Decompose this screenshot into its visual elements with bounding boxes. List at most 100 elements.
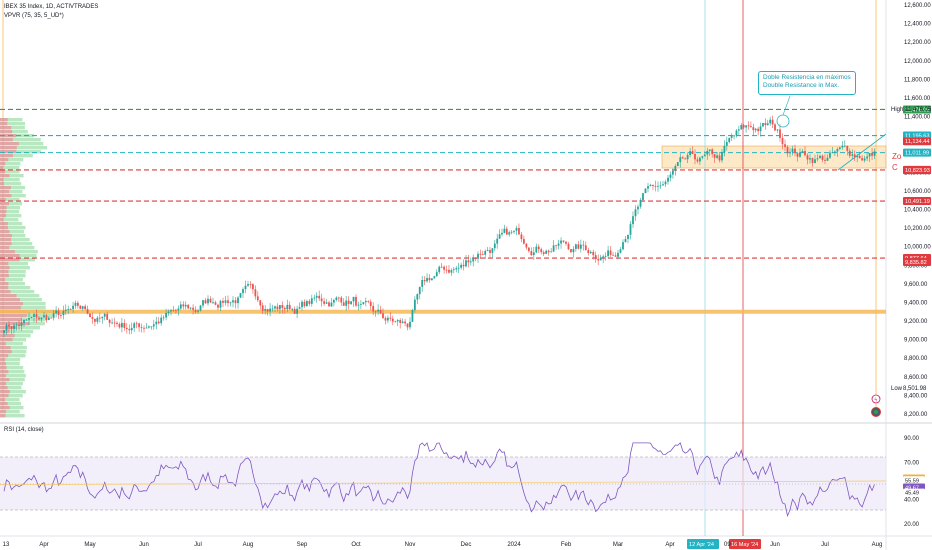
indicator-title[interactable]: VPVR (75, 35, 5_UD*)	[4, 13, 64, 19]
candle-body	[89, 313, 91, 318]
candle-body	[740, 125, 743, 130]
candle-body	[784, 144, 786, 147]
rsi-title[interactable]: RSI (14, close)	[4, 427, 44, 433]
candle-body	[836, 148, 839, 152]
volume-bar-up	[0, 158, 24, 162]
candle-body	[296, 308, 298, 314]
volume-bar-up	[0, 182, 22, 186]
time-axis[interactable]: 13 Apr May Jun Jul Aug Sep Oct Nov Dec 2024 Feb Mar A…	[3, 539, 883, 549]
candle-body	[634, 209, 637, 217]
price-axis[interactable]: 12,600.00 12,400.00 12,200.00 12,000.00 11,8…	[904, 3, 931, 418]
volume-bar-down	[0, 246, 10, 250]
rsi-band	[0, 457, 886, 510]
session-dot-inner-icon	[873, 409, 879, 415]
candle-body	[214, 302, 217, 305]
volume-bar-down	[0, 178, 4, 182]
candle-body	[30, 316, 33, 318]
candle-body	[337, 297, 340, 299]
volume-bar-up	[0, 298, 42, 302]
volume-bar-up	[0, 162, 21, 166]
time-label: Mar	[613, 542, 623, 548]
candle-body	[647, 186, 649, 189]
candle-body	[384, 318, 387, 321]
annotation-note[interactable]: Doble Resistencia en máximos Double Resi…	[758, 71, 856, 95]
candle-body	[184, 304, 187, 307]
candle-body	[298, 307, 301, 309]
candle-body	[742, 125, 745, 128]
candle-body	[649, 184, 652, 187]
candle-body	[150, 326, 153, 328]
candle-body	[592, 251, 595, 256]
volume-bar-up	[0, 338, 27, 342]
price-tick: 9,800.00	[904, 263, 928, 269]
candle-body	[856, 155, 859, 158]
price-panel[interactable]	[0, 0, 886, 422]
candle-body	[328, 302, 330, 307]
candle-body	[637, 206, 639, 210]
candle-body	[557, 243, 560, 246]
price-tag-text: 9,835.82	[905, 260, 927, 266]
candle-body	[113, 322, 116, 324]
volume-bar-up	[0, 326, 40, 330]
candle-body	[224, 300, 227, 303]
candle-body	[582, 244, 585, 246]
volume-bar-up	[0, 350, 27, 354]
candle-body	[759, 126, 762, 132]
candle-body	[518, 228, 520, 235]
time-label-fragment: 09	[724, 542, 731, 548]
candle-body	[118, 324, 121, 328]
symbol-title[interactable]: IBEX 35 Index, 1D, ACTIVTRADES	[4, 4, 99, 10]
rsi-axis[interactable]: 90.00 70.00 40.00 20.00	[904, 436, 920, 528]
candle-body	[50, 317, 53, 319]
candle-body	[172, 310, 175, 311]
volume-bar-up	[0, 390, 26, 394]
candle-body	[699, 157, 701, 162]
volume-bar-down	[0, 250, 15, 254]
volume-bar-up	[0, 362, 20, 366]
candle-body	[28, 317, 30, 320]
candle-body	[841, 145, 844, 148]
candle-body	[411, 310, 414, 322]
candle-body	[350, 301, 352, 305]
candle-body	[428, 277, 431, 281]
time-label: Jun	[770, 542, 780, 548]
candle-body	[505, 228, 508, 235]
event-lightning-icon[interactable]	[871, 394, 881, 404]
candle-body	[261, 305, 264, 311]
volume-bar-down	[0, 322, 30, 326]
time-label: Oct	[351, 542, 361, 548]
price-tick: 11,600.00	[904, 96, 931, 102]
candle-body	[421, 280, 424, 287]
candle-body	[445, 269, 448, 271]
candle-body	[433, 276, 436, 279]
candle-body	[831, 152, 834, 154]
volume-bar-down	[0, 358, 6, 362]
volume-bar-down	[0, 170, 6, 174]
time-label: Jul	[821, 542, 829, 548]
volume-bar-up	[0, 282, 25, 286]
volume-bar-up	[0, 230, 24, 234]
volume-bar-up	[0, 146, 48, 150]
volume-bar-down	[0, 238, 12, 242]
rsi-tick: 40.00	[904, 497, 920, 503]
volume-bar-down	[0, 378, 10, 382]
volume-bar-up	[0, 402, 22, 406]
rsi-tag-bg	[903, 476, 925, 485]
candle-body	[804, 151, 806, 156]
volume-bar-up	[0, 286, 31, 290]
candle-body	[5, 324, 8, 331]
candle-body	[667, 177, 669, 182]
candle-body	[264, 309, 267, 311]
candle-body	[345, 300, 348, 306]
candle-body	[721, 151, 723, 161]
candle-body	[781, 138, 784, 145]
candle-body	[330, 302, 333, 307]
candle-body	[94, 318, 96, 322]
candle-body	[416, 294, 419, 300]
candle-body	[121, 322, 123, 328]
volume-bar-up	[0, 150, 42, 154]
price-tick: 9,000.00	[904, 338, 928, 344]
volume-bar-down	[0, 290, 11, 294]
volume-bar-down	[0, 150, 17, 154]
